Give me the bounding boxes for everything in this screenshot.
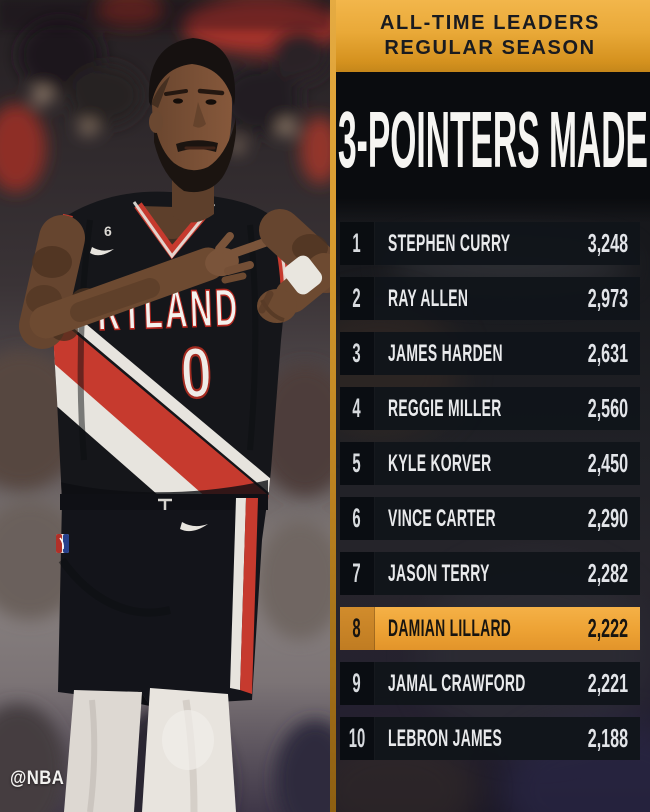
leaderboard-row-6: 6 VINCE CARTER 2,290 <box>340 497 640 540</box>
shorts-stripe-red <box>240 498 258 694</box>
eye-left <box>173 98 183 104</box>
beard <box>154 118 236 193</box>
leaderboard-row-1: 1 STEPHEN CURRY 3,248 <box>340 222 640 265</box>
leaderboard-row-10: 10 LEBRON JAMES 2,188 <box>340 717 640 760</box>
player-name: JAMES HARDEN <box>388 339 503 367</box>
leaderboard-row-4: 4 REGGIE MILLER 2,560 <box>340 387 640 430</box>
taped-arm <box>257 209 330 323</box>
leaderboard-row-9: 9 JAMAL CRAWFORD 2,221 <box>340 662 640 705</box>
rank: 2 <box>352 283 362 313</box>
rank: 8 <box>352 613 362 643</box>
eye-right <box>205 99 217 105</box>
stat-value: 2,188 <box>587 723 628 753</box>
depth-haze <box>0 0 330 30</box>
stat-value: 2,450 <box>587 448 628 478</box>
rank: 5 <box>352 448 362 478</box>
header-line-1: ALL-TIME LEADERS <box>379 12 601 34</box>
rank: 7 <box>352 558 362 588</box>
leaderboard-row-3: 3 JAMES HARDEN 2,631 <box>340 332 640 375</box>
rank: 1 <box>352 228 362 258</box>
player-name: JASON TERRY <box>388 559 490 587</box>
leaderboard-row-7: 7 JASON TERRY 2,282 <box>340 552 640 595</box>
collar-trim <box>134 202 214 260</box>
stat-value: 2,222 <box>587 613 628 643</box>
index-finger <box>221 237 271 261</box>
stat-value: 2,631 <box>587 338 628 368</box>
eyebrow-right <box>197 88 225 96</box>
player-photo: 6 RTLAND 0 <box>0 0 330 812</box>
stat-value: 2,973 <box>587 283 628 313</box>
rank: 10 <box>348 723 366 753</box>
legs <box>64 688 236 812</box>
wrist-tape <box>283 255 323 295</box>
rank: 4 <box>352 393 362 423</box>
nba-logo-patch-icon <box>56 534 69 553</box>
player-name: STEPHEN CURRY <box>388 229 511 257</box>
gold-accent-stripe <box>330 0 336 812</box>
nba-watermark: @NBA <box>10 768 65 789</box>
leaderboard-row-8-highlighted: 8 DAMIAN LILLARD 2,222 <box>340 607 640 650</box>
player-name: REGGIE MILLER <box>388 394 502 422</box>
player-name: VINCE CARTER <box>388 504 496 532</box>
stat-value: 3,248 <box>587 228 628 258</box>
player-name: RAY ALLEN <box>388 284 469 312</box>
stat-value: 2,221 <box>587 668 628 698</box>
pointing-hand <box>205 232 271 284</box>
face <box>151 56 232 187</box>
forearm <box>29 247 225 339</box>
ear <box>149 111 163 133</box>
stat-value: 2,282 <box>587 558 628 588</box>
rank: 9 <box>352 668 362 698</box>
hair <box>148 38 236 106</box>
player-head <box>148 38 236 223</box>
eyebrow-left <box>164 89 188 96</box>
rank: 3 <box>352 338 362 368</box>
stat-value: 2,560 <box>587 393 628 423</box>
rank: 6 <box>352 503 362 533</box>
player-name: LEBRON JAMES <box>388 724 503 752</box>
nose <box>193 102 206 128</box>
pointing-arm <box>19 215 271 349</box>
drawcord <box>158 498 172 510</box>
jersey-number: 0 <box>179 332 214 414</box>
stat-title: 3-POINTERS MADE <box>338 95 648 184</box>
stat-value: 2,290 <box>587 503 628 533</box>
player-name: KYLE KORVER <box>388 449 492 477</box>
jersey-patch-number: 6 <box>104 223 112 239</box>
player-name: DAMIAN LILLARD <box>388 614 512 642</box>
title-block: 3-POINTERS MADE <box>336 72 650 222</box>
leaderboard-rows: 1 STEPHEN CURRY 3,248 2 RAY ALLEN 2,973 … <box>340 222 640 772</box>
nike-swoosh-jersey-icon <box>90 247 114 256</box>
leaderboard-row-2: 2 RAY ALLEN 2,973 <box>340 277 640 320</box>
jersey-sash-piping <box>64 313 289 511</box>
panel-header: ALL-TIME LEADERS REGULAR SEASON <box>330 0 650 72</box>
leaderboard-row-5: 5 KYLE KORVER 2,450 <box>340 442 640 485</box>
player-name: JAMAL CRAWFORD <box>388 669 526 697</box>
header-line-2: REGULAR SEASON <box>384 37 596 59</box>
nike-swoosh-shorts-icon <box>180 522 208 532</box>
player-photo-illustration: 6 RTLAND 0 <box>0 0 330 812</box>
leaderboard-panel: ALL-TIME LEADERS REGULAR SEASON 3-POINTE… <box>330 0 650 812</box>
shorts <box>56 494 268 706</box>
shorts-stripe-white <box>230 498 246 690</box>
